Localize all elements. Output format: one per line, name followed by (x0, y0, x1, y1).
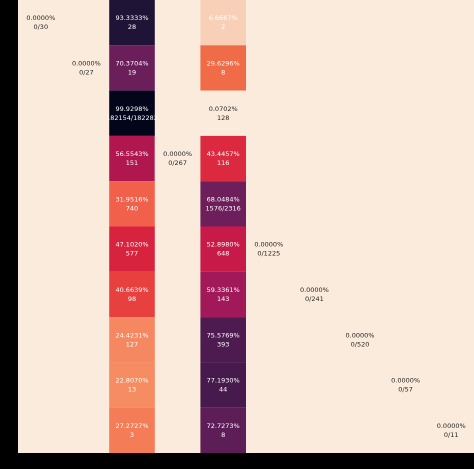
cell-percent: 0.0702% (209, 105, 238, 113)
heatmap-cell (109, 362, 155, 408)
heatmap-cell (246, 226, 292, 272)
heatmap-cell (109, 45, 155, 91)
heatmap-cell (109, 317, 155, 363)
heatmap-cell (109, 135, 155, 182)
cell-percent: 59.3361% (207, 286, 240, 294)
cell-percent: 0.0000% (163, 150, 192, 158)
cell-count: 128 (217, 114, 229, 122)
heatmap-cell (428, 407, 474, 453)
heatmap-cell (200, 90, 246, 136)
cell-percent: 0.0000% (254, 241, 283, 249)
cell-count: 8 (221, 68, 225, 76)
cell-percent: 70.3704% (115, 59, 148, 67)
cell-percent: 0.0000% (72, 59, 101, 67)
cell-percent: 56.5543% (115, 150, 148, 158)
cell-count: 2 (221, 23, 225, 31)
cell-count: 0/241 (305, 295, 324, 303)
cell-percent: 0.0000% (300, 286, 329, 294)
cell-percent: 0.0000% (346, 331, 375, 339)
cell-percent: 75.5769% (207, 331, 240, 339)
cell-percent: 93.3333% (115, 14, 148, 22)
heatmap-cell (109, 90, 155, 136)
heatmap-cell (109, 407, 155, 453)
cell-count: 0/267 (168, 159, 187, 167)
cell-percent: 52.8980% (207, 241, 240, 249)
cell-percent: 68.0484% (207, 195, 240, 203)
heatmap-cell (200, 317, 246, 363)
heatmap-cell (291, 271, 338, 318)
cell-percent: 0.0000% (26, 14, 55, 22)
cell-count: 577 (126, 250, 138, 258)
cell-count: 44 (219, 386, 227, 394)
heatmap-cell (200, 362, 246, 408)
cell-percent: 31.9516% (115, 195, 148, 203)
cell-count: 151 (126, 159, 138, 167)
heatmap-cell (200, 135, 246, 182)
cell-percent: 29.6296% (207, 59, 240, 67)
cell-percent: 47.1020% (115, 241, 148, 249)
cell-count: 0/27 (79, 68, 94, 76)
cell-percent: 22.8070% (115, 377, 148, 385)
cell-count: 0/57 (398, 386, 413, 394)
cell-count: 182154/182282 (106, 114, 158, 122)
cell-percent: 27.2727% (115, 422, 148, 430)
cell-count: 116 (217, 159, 229, 167)
heatmap-cell (200, 407, 246, 453)
cell-count: 0/520 (351, 340, 370, 348)
cell-percent: 0.0000% (437, 422, 466, 430)
cell-count: 143 (217, 295, 229, 303)
cell-percent: 77.1930% (207, 377, 240, 385)
cell-count: 1576/2316 (206, 204, 241, 212)
cell-count: 28 (128, 23, 136, 31)
cell-count: 19 (128, 68, 136, 76)
heatmap-cell (382, 362, 429, 408)
cell-percent: 6.6667% (209, 14, 238, 22)
heatmap-cell (109, 271, 155, 318)
cell-count: 98 (128, 295, 136, 303)
cell-count: 13 (128, 386, 136, 394)
cell-percent: 40.6639% (115, 286, 148, 294)
cell-count: 0/30 (33, 23, 48, 31)
heatmap-cell (200, 271, 246, 318)
cell-count: 127 (126, 340, 138, 348)
cell-percent: 43.4457% (207, 150, 240, 158)
cell-count: 393 (217, 340, 229, 348)
heatmap-cell (200, 0, 246, 46)
heatmap-cell (109, 181, 155, 227)
cell-count: 0/1225 (257, 250, 280, 258)
cell-count: 3 (130, 431, 134, 439)
cell-count: 648 (217, 250, 229, 258)
heatmap-cell (109, 226, 155, 272)
heatmap-cell (200, 45, 246, 91)
cell-percent: 0.0000% (391, 377, 420, 385)
heatmap-cell (200, 226, 246, 272)
heatmap-cell (18, 0, 64, 46)
heatmap-cell (337, 317, 383, 363)
cell-count: 740 (126, 204, 138, 212)
heatmap-cell (109, 0, 155, 46)
heatmap-cell (154, 135, 201, 182)
cell-percent: 72.7273% (207, 422, 240, 430)
cell-percent: 99.9298% (115, 105, 148, 113)
heatmap-cell (200, 181, 246, 227)
cell-percent: 24.4231% (115, 331, 148, 339)
cell-count: 8 (221, 431, 225, 439)
heatmap-cell (63, 45, 110, 91)
cell-count: 0/11 (444, 431, 459, 439)
